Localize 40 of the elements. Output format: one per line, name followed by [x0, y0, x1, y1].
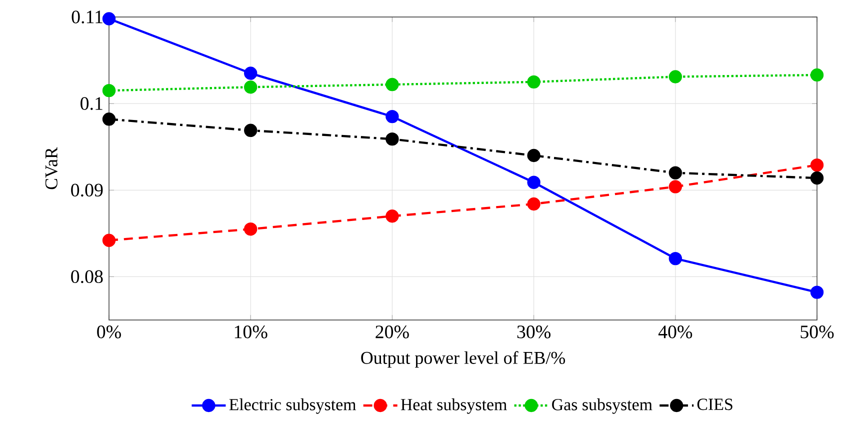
point: [244, 124, 258, 137]
point: [668, 180, 682, 194]
point: [102, 112, 116, 126]
x-tick-label: 40%: [658, 326, 692, 338]
point: [668, 252, 682, 266]
point: [386, 110, 399, 124]
point: [244, 222, 258, 236]
point: [668, 70, 682, 84]
point: [668, 166, 682, 180]
point: [244, 80, 258, 94]
point: [244, 66, 258, 80]
point: [810, 68, 824, 82]
x-axis-title: Output power level of EB/%: [361, 351, 566, 368]
point: [527, 75, 540, 89]
legend-label: CIES: [697, 398, 732, 410]
legend-label: Heat subsystem: [400, 398, 507, 414]
legend-label: Gas subsystem: [552, 398, 652, 414]
point: [810, 286, 824, 299]
point: [810, 171, 824, 185]
point: [527, 176, 540, 189]
point: [527, 197, 540, 211]
point: [527, 148, 540, 162]
point: [386, 132, 399, 146]
x-tick-label: 20%: [376, 326, 409, 338]
y-tick-label: 0.09: [71, 184, 103, 197]
y-tick-label: 0.1: [80, 97, 102, 110]
point: [102, 84, 116, 98]
legend-label: Electric subsystem: [229, 398, 356, 414]
x-tick-label: 50%: [800, 326, 834, 338]
y-axis-title: CVaR: [45, 147, 58, 190]
x-tick-label: 10%: [234, 326, 268, 338]
y-tick-label: 0.08: [71, 270, 103, 284]
y-tick-label: 0.11: [72, 10, 102, 24]
point: [810, 158, 824, 172]
x-tick-label: 0%: [97, 326, 121, 338]
point: [102, 234, 116, 247]
point: [102, 12, 116, 26]
x-tick-label: 30%: [517, 326, 550, 338]
point: [386, 78, 399, 92]
point: [386, 210, 399, 223]
